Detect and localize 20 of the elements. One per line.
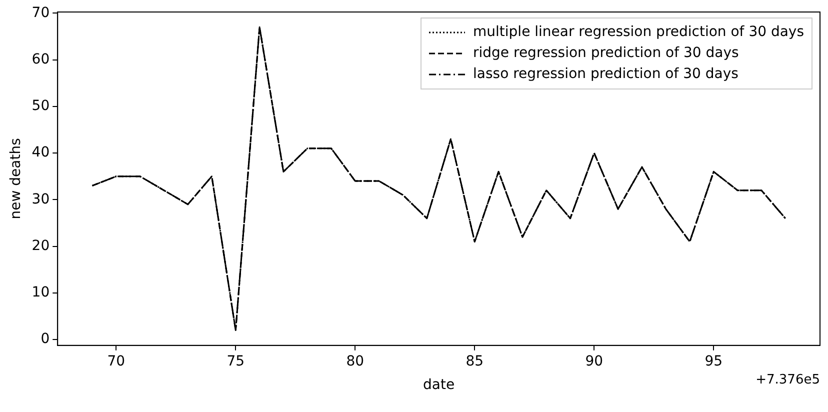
y-axis-title: new deaths — [8, 138, 24, 220]
x-tick-label: 70 — [107, 353, 126, 370]
x-tick-label: 85 — [466, 353, 484, 370]
x-axis-title: date — [423, 377, 455, 394]
y-tick-label: 10 — [32, 284, 50, 301]
legend-label: multiple linear regression prediction of 30 days — [473, 24, 804, 40]
y-tick-label: 30 — [32, 191, 50, 208]
y-tick-label: 0 — [40, 331, 50, 348]
y-tick-label: 40 — [32, 144, 50, 161]
y-tick-label: 50 — [32, 98, 50, 114]
y-tick-label: 60 — [32, 51, 50, 68]
y-tick-label: 70 — [32, 4, 50, 21]
text: +7.376e5 — [756, 372, 820, 388]
x-tick-label: 80 — [346, 353, 364, 370]
y-tick-label: 20 — [32, 238, 50, 254]
legend-label: lasso regression prediction of 30 days — [473, 66, 738, 82]
x-tick-label: 90 — [585, 353, 604, 370]
x-tick-label: 75 — [226, 353, 245, 370]
x-tick-label: 95 — [704, 353, 723, 370]
legend-label: ridge regression prediction of 30 days — [473, 45, 739, 62]
